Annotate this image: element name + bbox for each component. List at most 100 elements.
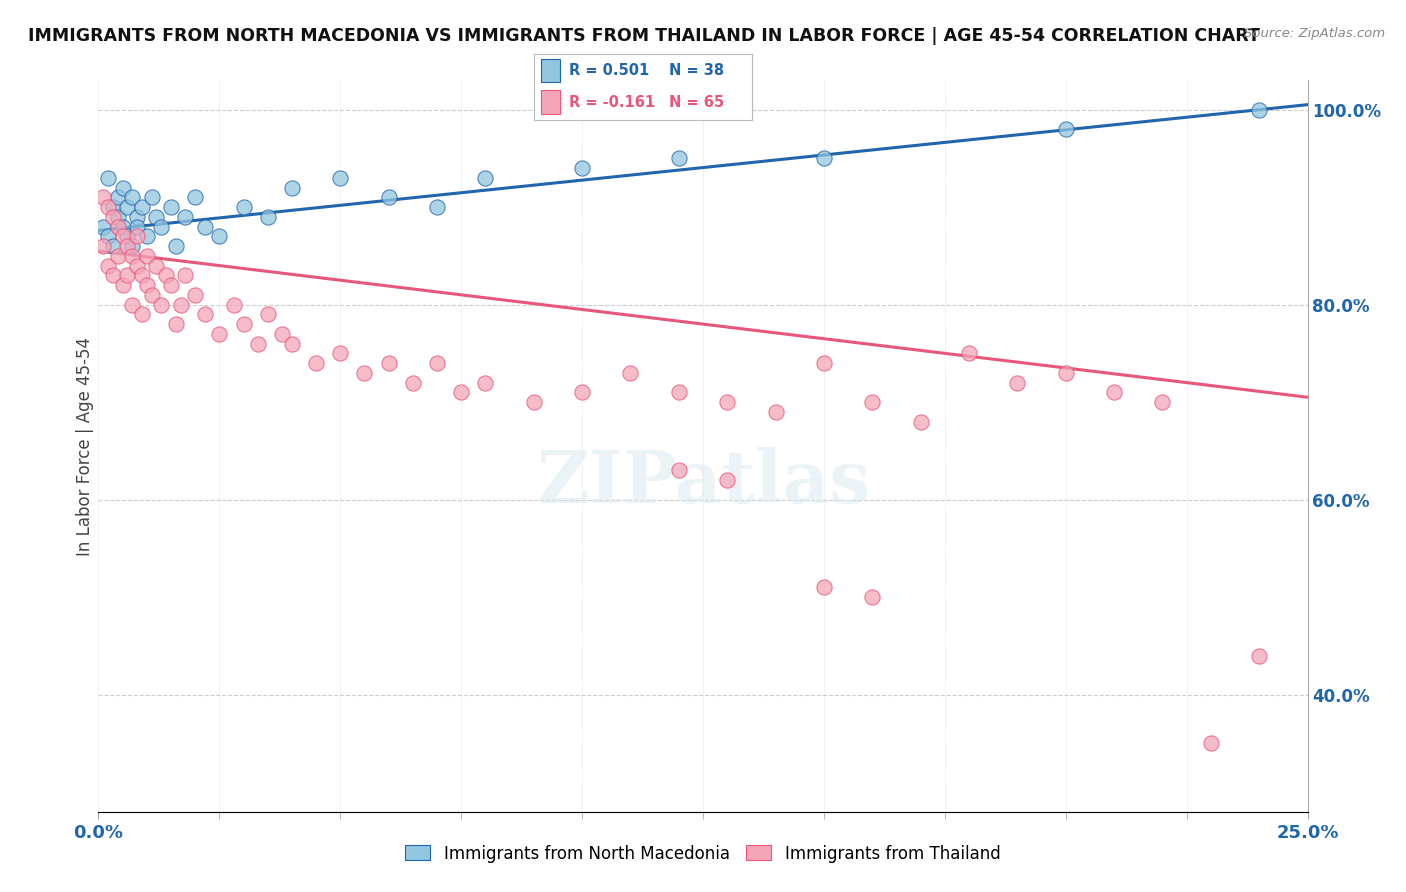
Point: [1199, 736, 1222, 750]
Point: [135, 249, 157, 263]
Point: [165, 317, 187, 331]
Point: [474, 170, 496, 185]
Point: [97, 200, 120, 214]
Point: [101, 239, 124, 253]
Point: [91, 219, 114, 234]
Point: [184, 288, 207, 302]
Point: [232, 317, 254, 331]
Point: [184, 190, 207, 204]
Point: [91, 190, 114, 204]
Point: [121, 190, 143, 204]
Point: [101, 210, 124, 224]
Point: [1007, 376, 1029, 390]
Point: [256, 307, 278, 321]
Point: [135, 278, 157, 293]
Point: [111, 180, 134, 194]
Point: [145, 210, 167, 224]
Point: [1054, 366, 1077, 380]
Point: [353, 366, 375, 380]
Text: ZIPatlas: ZIPatlas: [536, 447, 870, 518]
Point: [174, 210, 197, 224]
Text: R = 0.501: R = 0.501: [569, 63, 650, 78]
Point: [668, 385, 690, 400]
Point: [222, 297, 245, 311]
Point: [141, 288, 163, 302]
Point: [127, 229, 149, 244]
Point: [141, 190, 163, 204]
Point: [111, 278, 134, 293]
Point: [160, 278, 183, 293]
Bar: [541, 59, 561, 82]
Point: [813, 581, 835, 595]
Point: [91, 239, 114, 253]
Point: [256, 210, 278, 224]
Point: [329, 170, 352, 185]
Point: [131, 200, 153, 214]
Point: [765, 405, 787, 419]
Point: [402, 376, 425, 390]
Point: [101, 200, 124, 214]
Point: [271, 326, 294, 341]
Point: [957, 346, 980, 360]
Text: Source: ZipAtlas.com: Source: ZipAtlas.com: [1244, 27, 1385, 40]
Point: [121, 297, 143, 311]
Point: [121, 249, 143, 263]
Point: [860, 590, 883, 604]
Point: [281, 336, 304, 351]
Point: [127, 219, 149, 234]
Point: [101, 268, 124, 283]
Point: [668, 463, 690, 477]
Point: [155, 268, 177, 283]
Point: [169, 297, 191, 311]
Point: [117, 229, 139, 244]
Point: [450, 385, 472, 400]
Text: N = 38: N = 38: [669, 63, 724, 78]
Point: [426, 200, 449, 214]
Point: [194, 307, 217, 321]
Point: [1249, 648, 1271, 663]
Text: R = -0.161: R = -0.161: [569, 95, 655, 110]
Point: [107, 219, 129, 234]
Point: [813, 151, 835, 165]
Point: [474, 376, 496, 390]
Point: [716, 473, 738, 487]
Point: [121, 239, 143, 253]
Point: [1102, 385, 1125, 400]
Point: [97, 229, 120, 244]
Bar: [541, 90, 561, 114]
Point: [111, 229, 134, 244]
Text: IMMIGRANTS FROM NORTH MACEDONIA VS IMMIGRANTS FROM THAILAND IN LABOR FORCE | AGE: IMMIGRANTS FROM NORTH MACEDONIA VS IMMIG…: [28, 27, 1260, 45]
Point: [117, 200, 139, 214]
Point: [150, 219, 173, 234]
Point: [174, 268, 197, 283]
Point: [107, 190, 129, 204]
Point: [716, 395, 738, 409]
Point: [107, 210, 129, 224]
Point: [145, 259, 167, 273]
Point: [131, 268, 153, 283]
Point: [668, 151, 690, 165]
Point: [1054, 122, 1077, 136]
Point: [247, 336, 270, 351]
Point: [135, 229, 157, 244]
Point: [1152, 395, 1174, 409]
Point: [97, 170, 120, 185]
Point: [1249, 103, 1271, 117]
Text: N = 65: N = 65: [669, 95, 724, 110]
Point: [860, 395, 883, 409]
Point: [910, 415, 932, 429]
Legend: Immigrants from North Macedonia, Immigrants from Thailand: Immigrants from North Macedonia, Immigra…: [399, 838, 1007, 869]
Point: [208, 229, 231, 244]
Y-axis label: In Labor Force | Age 45-54: In Labor Force | Age 45-54: [76, 336, 94, 556]
Point: [107, 249, 129, 263]
Point: [377, 356, 399, 370]
Point: [619, 366, 641, 380]
Point: [571, 161, 593, 175]
Point: [377, 190, 399, 204]
Point: [117, 268, 139, 283]
Point: [127, 210, 149, 224]
Point: [523, 395, 546, 409]
Point: [160, 200, 183, 214]
Point: [127, 259, 149, 273]
Point: [208, 326, 231, 341]
